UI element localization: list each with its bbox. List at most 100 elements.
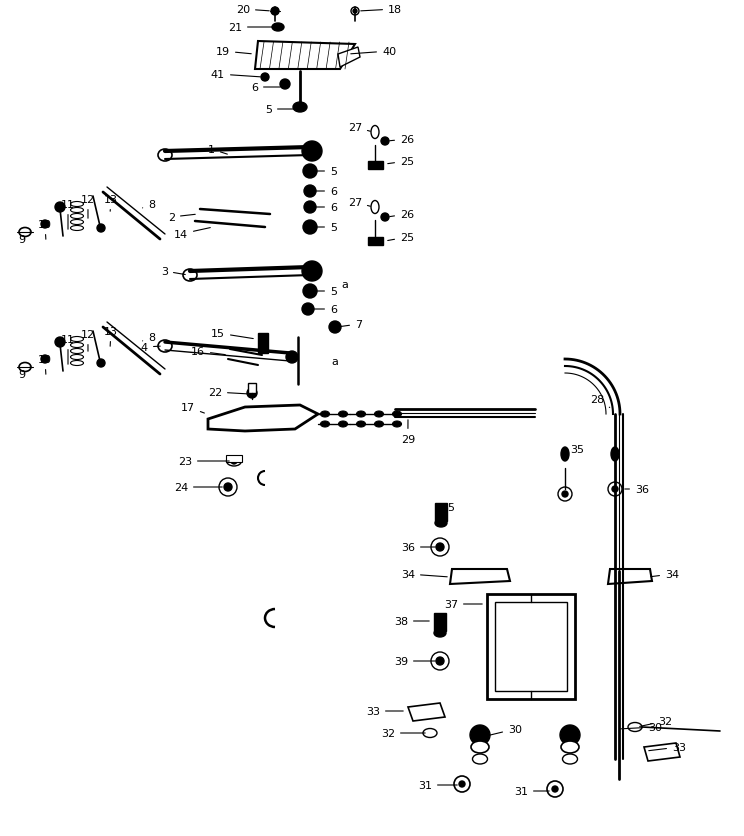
- Ellipse shape: [71, 361, 83, 366]
- Circle shape: [304, 186, 316, 198]
- Circle shape: [329, 322, 341, 334]
- Polygon shape: [338, 48, 360, 68]
- Circle shape: [97, 225, 105, 232]
- Text: 20: 20: [236, 5, 269, 15]
- Polygon shape: [608, 569, 652, 584]
- Ellipse shape: [561, 447, 569, 461]
- Circle shape: [271, 8, 279, 16]
- Ellipse shape: [472, 754, 487, 764]
- Text: 6: 6: [312, 304, 337, 314]
- Circle shape: [454, 776, 470, 792]
- Ellipse shape: [272, 24, 284, 32]
- Text: 25: 25: [388, 232, 414, 242]
- Circle shape: [558, 487, 572, 502]
- Text: 23: 23: [178, 456, 229, 466]
- Circle shape: [302, 303, 314, 316]
- Circle shape: [436, 657, 444, 665]
- Circle shape: [41, 355, 49, 364]
- Text: 5: 5: [265, 104, 295, 115]
- Text: 31: 31: [514, 786, 549, 796]
- Ellipse shape: [321, 411, 330, 417]
- Text: 9: 9: [18, 368, 30, 380]
- Ellipse shape: [158, 150, 172, 162]
- Bar: [435, 503, 447, 522]
- Circle shape: [436, 543, 444, 551]
- Circle shape: [552, 786, 558, 792]
- Ellipse shape: [393, 411, 402, 417]
- Text: 25: 25: [388, 157, 414, 167]
- Text: 26: 26: [390, 210, 414, 220]
- Text: 13: 13: [104, 195, 118, 212]
- Text: 6: 6: [315, 203, 337, 212]
- Text: 3: 3: [161, 267, 185, 277]
- Circle shape: [224, 483, 232, 492]
- Ellipse shape: [19, 363, 31, 372]
- Polygon shape: [450, 569, 510, 584]
- Ellipse shape: [71, 227, 83, 232]
- Ellipse shape: [339, 421, 347, 427]
- Circle shape: [55, 338, 65, 348]
- Text: 36: 36: [401, 543, 435, 553]
- Ellipse shape: [71, 343, 83, 348]
- Text: 4: 4: [141, 343, 160, 353]
- Text: 10: 10: [38, 354, 52, 375]
- Ellipse shape: [71, 208, 83, 213]
- Circle shape: [303, 165, 317, 179]
- Text: 17: 17: [181, 402, 205, 414]
- Text: 10: 10: [38, 220, 52, 240]
- Circle shape: [41, 221, 49, 229]
- Text: 29: 29: [401, 421, 415, 445]
- Text: 30: 30: [484, 724, 522, 737]
- Circle shape: [353, 10, 357, 14]
- Text: 27: 27: [347, 123, 371, 133]
- Circle shape: [303, 221, 317, 235]
- Text: 32: 32: [640, 716, 672, 726]
- Ellipse shape: [371, 201, 379, 214]
- Ellipse shape: [183, 270, 197, 282]
- Polygon shape: [368, 162, 383, 170]
- Text: 19: 19: [216, 47, 251, 57]
- Polygon shape: [255, 42, 355, 70]
- Circle shape: [286, 352, 298, 364]
- Circle shape: [431, 652, 449, 670]
- Text: 37: 37: [444, 599, 482, 609]
- Bar: [487, 594, 575, 699]
- Text: 5: 5: [315, 287, 337, 297]
- Ellipse shape: [562, 754, 577, 764]
- Circle shape: [459, 781, 465, 787]
- Bar: [495, 602, 567, 691]
- Polygon shape: [408, 703, 445, 721]
- Circle shape: [381, 214, 389, 222]
- Ellipse shape: [423, 729, 437, 737]
- Ellipse shape: [611, 447, 619, 461]
- Text: 7: 7: [340, 319, 362, 329]
- Text: 34: 34: [651, 569, 679, 579]
- Ellipse shape: [561, 741, 579, 753]
- Ellipse shape: [158, 340, 172, 353]
- Ellipse shape: [374, 411, 383, 417]
- Circle shape: [304, 201, 316, 214]
- Text: 34: 34: [401, 569, 447, 579]
- Circle shape: [231, 458, 237, 465]
- Text: 8: 8: [143, 333, 155, 343]
- Ellipse shape: [371, 126, 379, 140]
- Ellipse shape: [339, 411, 347, 417]
- Text: 12: 12: [81, 329, 95, 352]
- Text: 8: 8: [143, 200, 155, 210]
- Circle shape: [247, 389, 257, 399]
- Text: 5: 5: [315, 167, 337, 176]
- Text: 38: 38: [394, 616, 429, 626]
- Ellipse shape: [471, 741, 489, 753]
- Circle shape: [261, 74, 269, 82]
- Ellipse shape: [321, 421, 330, 427]
- Ellipse shape: [71, 214, 83, 219]
- Circle shape: [547, 781, 563, 797]
- Text: 2: 2: [168, 212, 195, 222]
- Text: 35: 35: [566, 445, 584, 456]
- Polygon shape: [208, 405, 318, 431]
- Text: 14: 14: [174, 228, 211, 240]
- Bar: [434, 614, 446, 631]
- Ellipse shape: [374, 421, 383, 427]
- Text: 24: 24: [174, 482, 222, 492]
- Text: 6: 6: [315, 186, 337, 196]
